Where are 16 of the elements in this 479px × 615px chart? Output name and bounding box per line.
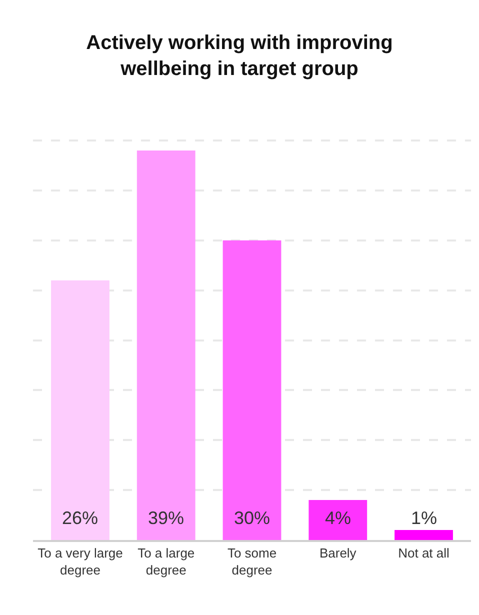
bar [308,500,368,540]
bar [136,150,196,540]
x-tick-label: To a large degree [138,546,195,578]
bar [394,530,453,540]
chart-title: Actively working with improving wellbeing in target group [86,32,393,80]
x-tick-label: Not at all [398,546,450,561]
bar [222,240,282,540]
data-label: 1% [411,508,438,528]
data-label: 4% [325,508,352,528]
x-tick-label: To a very large degree [38,546,123,578]
data-label: 39% [148,508,184,528]
data-label: 30% [234,508,270,528]
data-label: 26% [62,508,98,528]
x-tick-label: Barely [319,546,357,561]
bar [51,280,110,540]
x-tick-label: To some degree [227,546,277,578]
